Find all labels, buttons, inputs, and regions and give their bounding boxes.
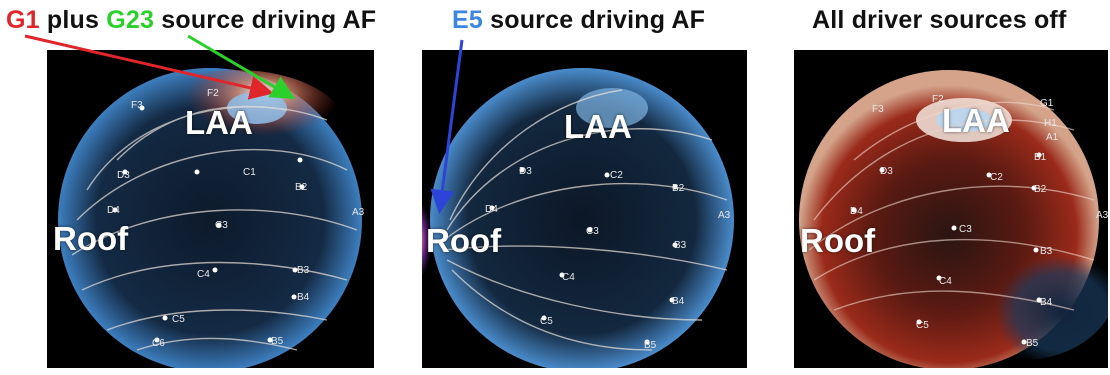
svg-text:D3: D3 xyxy=(117,170,130,181)
panel-3-title: All driver sources off xyxy=(812,6,1066,35)
svg-text:B3: B3 xyxy=(1040,246,1053,257)
laa-label-2: LAA xyxy=(564,108,632,145)
svg-text:C4: C4 xyxy=(197,269,210,280)
svg-text:F3: F3 xyxy=(131,100,143,111)
svg-text:D3: D3 xyxy=(519,166,532,177)
panel-1-title: G1 plus G23 source driving AF xyxy=(6,6,376,35)
svg-text:B4: B4 xyxy=(1040,297,1053,308)
svg-text:C5: C5 xyxy=(916,320,929,331)
svg-text:B5: B5 xyxy=(644,340,657,351)
roof-label-2: Roof xyxy=(426,222,502,259)
svg-text:F2: F2 xyxy=(207,88,219,99)
panel-1-sphere: F3 F2 D3 C1 D4 C3 B2 A3 C4 B3 B4 C5 C6 B5 xyxy=(58,68,365,368)
svg-text:C4: C4 xyxy=(562,272,575,283)
panel-2-title-rest: source driving AF xyxy=(482,6,706,34)
svg-text:C5: C5 xyxy=(540,316,553,327)
svg-text:F2: F2 xyxy=(932,94,944,105)
svg-text:B3: B3 xyxy=(297,265,310,276)
svg-text:B2: B2 xyxy=(1034,184,1047,195)
e5-label: E5 xyxy=(452,6,483,34)
svg-text:A3: A3 xyxy=(1096,210,1108,221)
g23-label: G23 xyxy=(106,6,155,34)
svg-text:H1: H1 xyxy=(1044,118,1057,129)
svg-text:C6: C6 xyxy=(152,338,165,349)
svg-text:B1: B1 xyxy=(1034,152,1047,163)
svg-text:C2: C2 xyxy=(610,170,623,181)
panel-3-title-text: All driver sources off xyxy=(812,6,1067,34)
panel-1-title-rest: source driving AF xyxy=(154,6,377,34)
svg-text:B3: B3 xyxy=(674,240,687,251)
panel-2-sphere: D3 C2 D4 B2 A3 C3 B3 C4 B4 C5 B5 xyxy=(422,68,734,368)
svg-text:D4: D4 xyxy=(850,206,863,217)
panel-2-map: D3 C2 D4 B2 A3 C3 B3 C4 B4 C5 B5 LAA Roof xyxy=(422,50,747,368)
svg-text:C3: C3 xyxy=(586,226,599,237)
laa-label-3: LAA xyxy=(942,102,1010,139)
svg-text:A3: A3 xyxy=(352,207,365,218)
svg-text:D4: D4 xyxy=(107,205,120,216)
roof-label-1: Roof xyxy=(53,220,129,257)
svg-text:C5: C5 xyxy=(172,314,185,325)
svg-text:B5: B5 xyxy=(271,336,284,347)
svg-text:A3: A3 xyxy=(718,210,731,221)
svg-text:G1: G1 xyxy=(1040,98,1054,109)
laa-label-1: LAA xyxy=(185,104,253,141)
svg-text:C4: C4 xyxy=(939,276,952,287)
svg-text:C2: C2 xyxy=(990,172,1003,183)
svg-text:C3: C3 xyxy=(215,220,228,231)
panel-3-map: F3 F2 G1 H1 A1 B1 D3 C2 D4 B2 A3 C3 B3 C4 B4 C5 … xyxy=(794,50,1108,368)
panel-2-title: E5 source driving AF xyxy=(452,6,705,35)
g1-label: G1 xyxy=(6,6,40,34)
panel-1-map: F3 F2 D3 C1 D4 C3 B2 A3 C4 B3 B4 C5 C6 B5 LAA R… xyxy=(47,50,374,368)
plus-text: plus xyxy=(39,6,107,34)
svg-text:B5: B5 xyxy=(1026,338,1039,349)
svg-text:D4: D4 xyxy=(485,204,498,215)
roof-label-3: Roof xyxy=(800,222,876,259)
svg-text:B4: B4 xyxy=(297,292,310,303)
svg-text:A1: A1 xyxy=(1046,132,1059,143)
svg-text:B2: B2 xyxy=(672,183,685,194)
svg-text:D3: D3 xyxy=(880,166,893,177)
svg-text:F3: F3 xyxy=(872,104,884,115)
svg-text:B2: B2 xyxy=(295,182,308,193)
svg-text:C3: C3 xyxy=(959,224,972,235)
svg-text:C1: C1 xyxy=(243,167,256,178)
svg-text:B4: B4 xyxy=(672,296,685,307)
